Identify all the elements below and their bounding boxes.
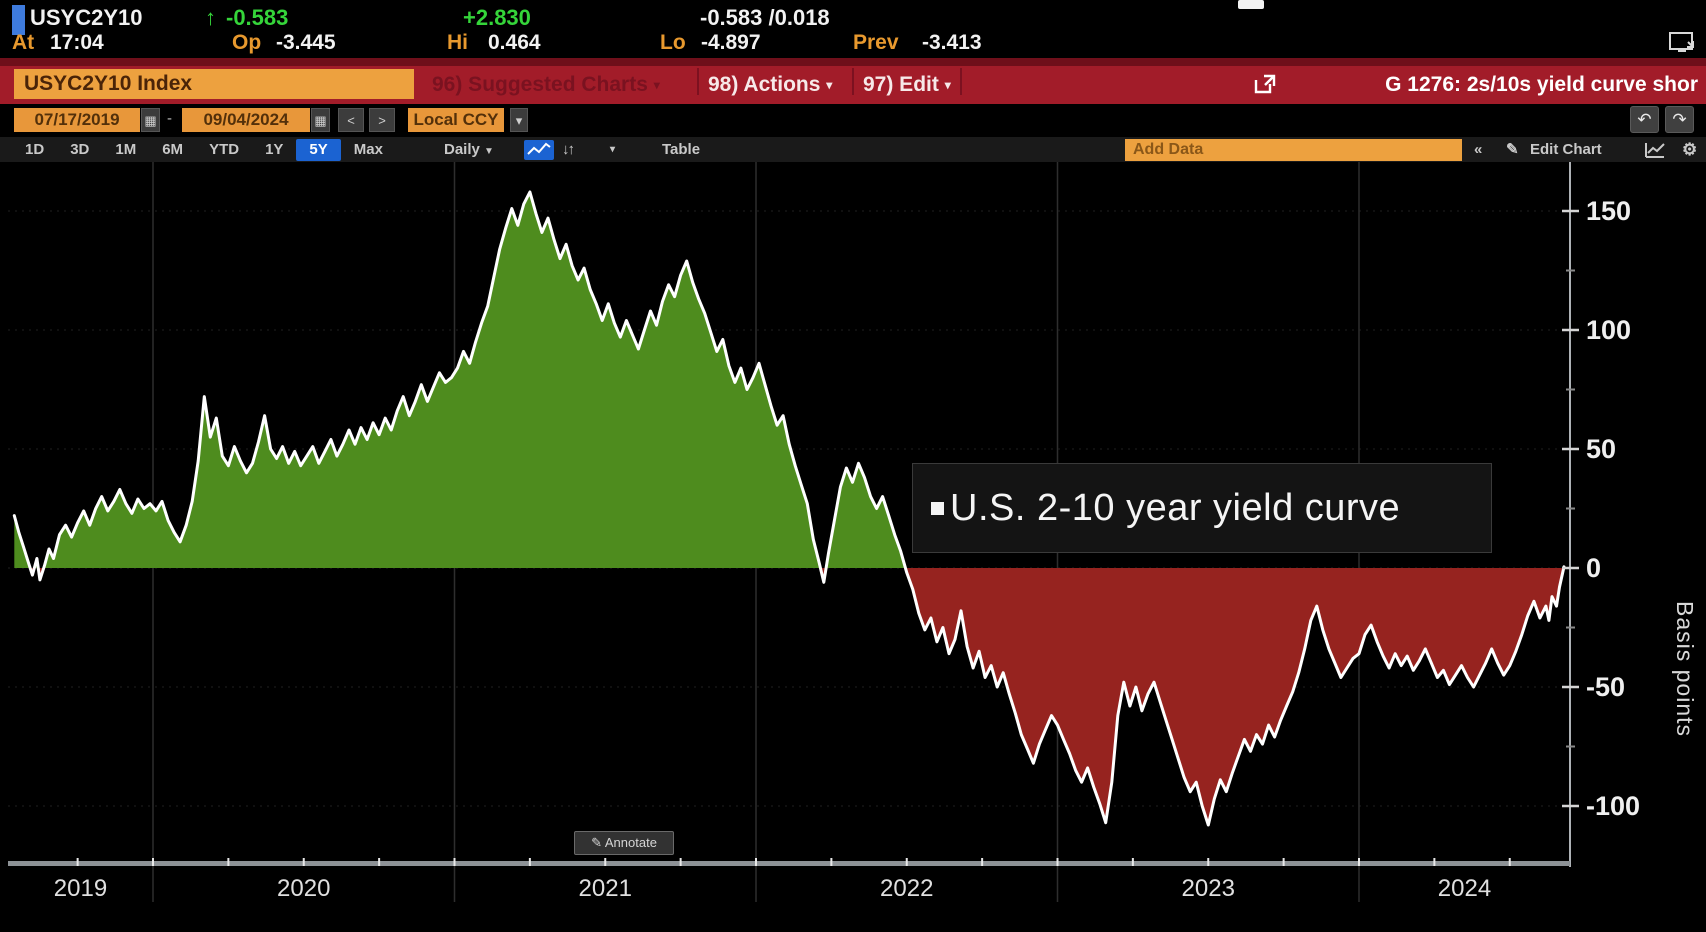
range-button-1d[interactable]: 1D [25,141,45,158]
range-button-max[interactable]: Max [353,141,383,158]
calendar-icon[interactable]: ▦ [311,108,330,132]
chart-canvas[interactable]: 150 100 50 0 -50 -100 2019 2020 2021 2022 2023 2024… [0,162,1706,932]
chevron-down-icon: ▾ [653,78,660,92]
prev-label: Prev [853,31,899,54]
range-button-6m[interactable]: 6M [162,141,184,158]
chevron-down-icon: ▾ [944,78,951,92]
frequency-select[interactable]: Daily ▼ [444,141,494,158]
sort-icon[interactable]: ↓↑ [562,141,575,158]
divider [697,68,699,95]
ticker: USYC2Y10 [30,5,143,30]
annotation-text: U.S. 2-10 year yield curve [950,486,1401,529]
x-tick-label: 2024 [1438,875,1491,902]
y-tick-label: 100 [1586,315,1631,345]
y-tick-label: 50 [1586,434,1616,464]
pencil-icon[interactable]: ✎ [1506,141,1519,158]
chevron-down-icon[interactable]: ▾ [610,144,616,155]
add-data-input[interactable]: Add Data [1125,139,1462,161]
command-bar: USYC2Y10 Index 96) Suggested Charts ▾ 98… [0,58,1706,104]
window-control-fragment [1238,0,1264,9]
pencil-icon: ✎ [591,835,602,850]
y-tick-label: 150 [1586,196,1631,226]
x-tick-label: 2021 [579,875,632,902]
range-buttons: 1D 3D 1M 6M YTD 1Y 5Y Max [12,137,396,163]
x-axis-line [8,861,1570,866]
edit-menu[interactable]: 97) Edit ▾ [863,73,951,96]
open-label: Op [232,31,262,54]
low-value: -4.897 [701,31,761,54]
x-tick-label: 2020 [277,875,330,902]
y-axis-title: Basis points [1672,600,1698,737]
chevron-down-icon: ▾ [826,78,833,92]
table-button[interactable]: Table [662,141,701,158]
range-button-5y[interactable]: 5Y [296,139,341,161]
x-tick-label: 2022 [880,875,933,902]
edit-chart-button[interactable]: Edit Chart [1530,141,1602,158]
y-tick-label: -100 [1586,791,1640,821]
high-value: 0.464 [488,31,541,54]
positive-area [14,192,1564,568]
security-color-bar [12,5,25,35]
date-bar: 07/17/2019 ▦ - 09/04/2024 ▦ < > Local CC… [0,104,1706,136]
chevron-down-icon[interactable]: ▾ [510,108,528,132]
at-label: At [12,31,35,54]
start-date-input[interactable]: 07/17/2019 [14,108,140,132]
annotate-button[interactable]: ✎ Annotate [574,831,674,855]
redo-button[interactable]: ↷ [1665,106,1694,133]
x-tick-label: 2023 [1182,875,1235,902]
export-screen-icon[interactable] [1668,30,1696,61]
range-button-3d[interactable]: 3D [70,141,90,158]
yield-curve-plot[interactable]: 150 100 50 0 -50 -100 2019 2020 2021 2022 2023 2024 [0,162,1706,932]
range-button-1y[interactable]: 1Y [265,141,284,158]
y-tick-label: -50 [1586,672,1625,702]
chart-title: G 1276: 2s/10s yield curve shor [1385,73,1698,96]
line-chart-icon[interactable] [524,140,554,160]
actions-menu[interactable]: 98) Actions ▾ [708,73,833,96]
chart-annotation[interactable]: U.S. 2-10 year yield curve [912,463,1492,553]
high-label: Hi [447,31,468,54]
suggested-charts-menu[interactable]: 96) Suggested Charts ▾ [432,73,660,96]
chart-toolbar: 1D 3D 1M 6M YTD 1Y 5Y Max Daily ▼ ↓↑ ▾ Table Ad… [0,136,1706,162]
collapse-icon[interactable]: « [1474,141,1483,158]
open-value: -3.445 [276,31,336,54]
chevron-down-icon: ▼ [484,146,494,157]
end-date-input[interactable]: 09/04/2024 [182,108,310,132]
up-arrow-icon: ↑ [205,5,216,30]
currency-select[interactable]: Local CCY [408,108,504,132]
negative-area [14,568,1564,825]
gear-icon[interactable]: ⚙ [1682,140,1698,159]
y-tick-label: 0 [1586,553,1601,583]
prev-value: -3.413 [922,31,982,54]
last-value: -0.583 [226,5,289,30]
legend-bullet-icon [931,501,944,515]
divider [852,68,854,95]
divider [960,68,962,95]
low-label: Lo [660,31,686,54]
calendar-icon[interactable]: ▦ [141,108,160,132]
quote-bar: USYC2Y10 ↑ -0.583 +2.830 -0.583 /0.018 A… [0,0,1706,58]
x-tick-label: 2019 [54,875,107,902]
prev-period-button[interactable]: < [338,108,364,132]
undo-button[interactable]: ↶ [1630,106,1659,133]
popout-icon[interactable] [1253,73,1277,100]
range-button-ytd[interactable]: YTD [209,141,240,158]
trend-chart-icon[interactable] [1644,141,1666,164]
spread-line [12,190,1566,827]
range-button-1m[interactable]: 1M [115,141,137,158]
security-input[interactable]: USYC2Y10 Index [14,69,414,99]
date-range-separator: - [167,110,172,127]
next-period-button[interactable]: > [369,108,395,132]
change-value: +2.830 [463,5,531,30]
bid-ask: -0.583 /0.018 [700,5,830,30]
at-time: 17:04 [50,31,104,54]
